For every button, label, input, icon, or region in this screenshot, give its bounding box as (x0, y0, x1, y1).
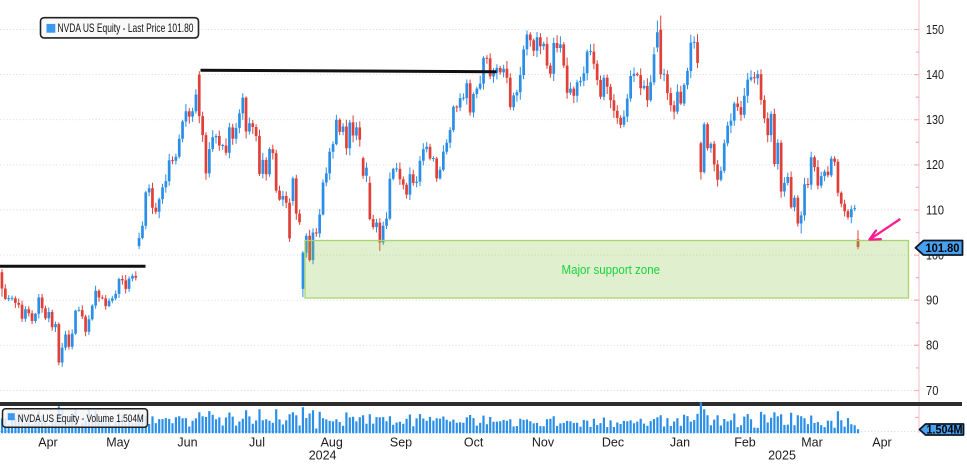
svg-text:Feb: Feb (734, 435, 756, 449)
svg-text:2025: 2025 (768, 448, 796, 462)
svg-text:130: 130 (926, 113, 944, 127)
svg-text:Jan: Jan (670, 435, 690, 449)
svg-text:70: 70 (926, 384, 939, 398)
svg-text:120: 120 (926, 158, 944, 172)
svg-text:Jun: Jun (177, 435, 197, 449)
svg-text:Apr: Apr (38, 435, 57, 449)
svg-text:2024: 2024 (309, 448, 337, 462)
svg-text:NVDA US Equity - Last Price 10: NVDA US Equity - Last Price 101.80 (58, 21, 194, 35)
svg-text:Sep: Sep (390, 435, 412, 449)
svg-text:Mar: Mar (801, 435, 823, 449)
svg-text:140: 140 (926, 68, 944, 82)
svg-text:May: May (106, 435, 130, 449)
svg-text:Apr: Apr (872, 435, 891, 449)
svg-text:110: 110 (926, 203, 944, 217)
svg-text:Jul: Jul (249, 435, 265, 449)
svg-text:Major support zone: Major support zone (562, 263, 661, 277)
svg-text:Aug: Aug (321, 435, 343, 449)
svg-text:Oct: Oct (464, 435, 484, 449)
svg-text:80: 80 (926, 339, 939, 353)
svg-text:NVDA US Equity - Volume 1.504M: NVDA US Equity - Volume 1.504M (18, 413, 144, 425)
svg-text:150: 150 (926, 23, 944, 37)
svg-text:90: 90 (926, 294, 939, 308)
svg-text:1.504M: 1.504M (927, 425, 963, 437)
svg-text:101.80: 101.80 (926, 243, 960, 255)
svg-text:Nov: Nov (532, 435, 555, 449)
svg-text:Dec: Dec (602, 435, 624, 449)
